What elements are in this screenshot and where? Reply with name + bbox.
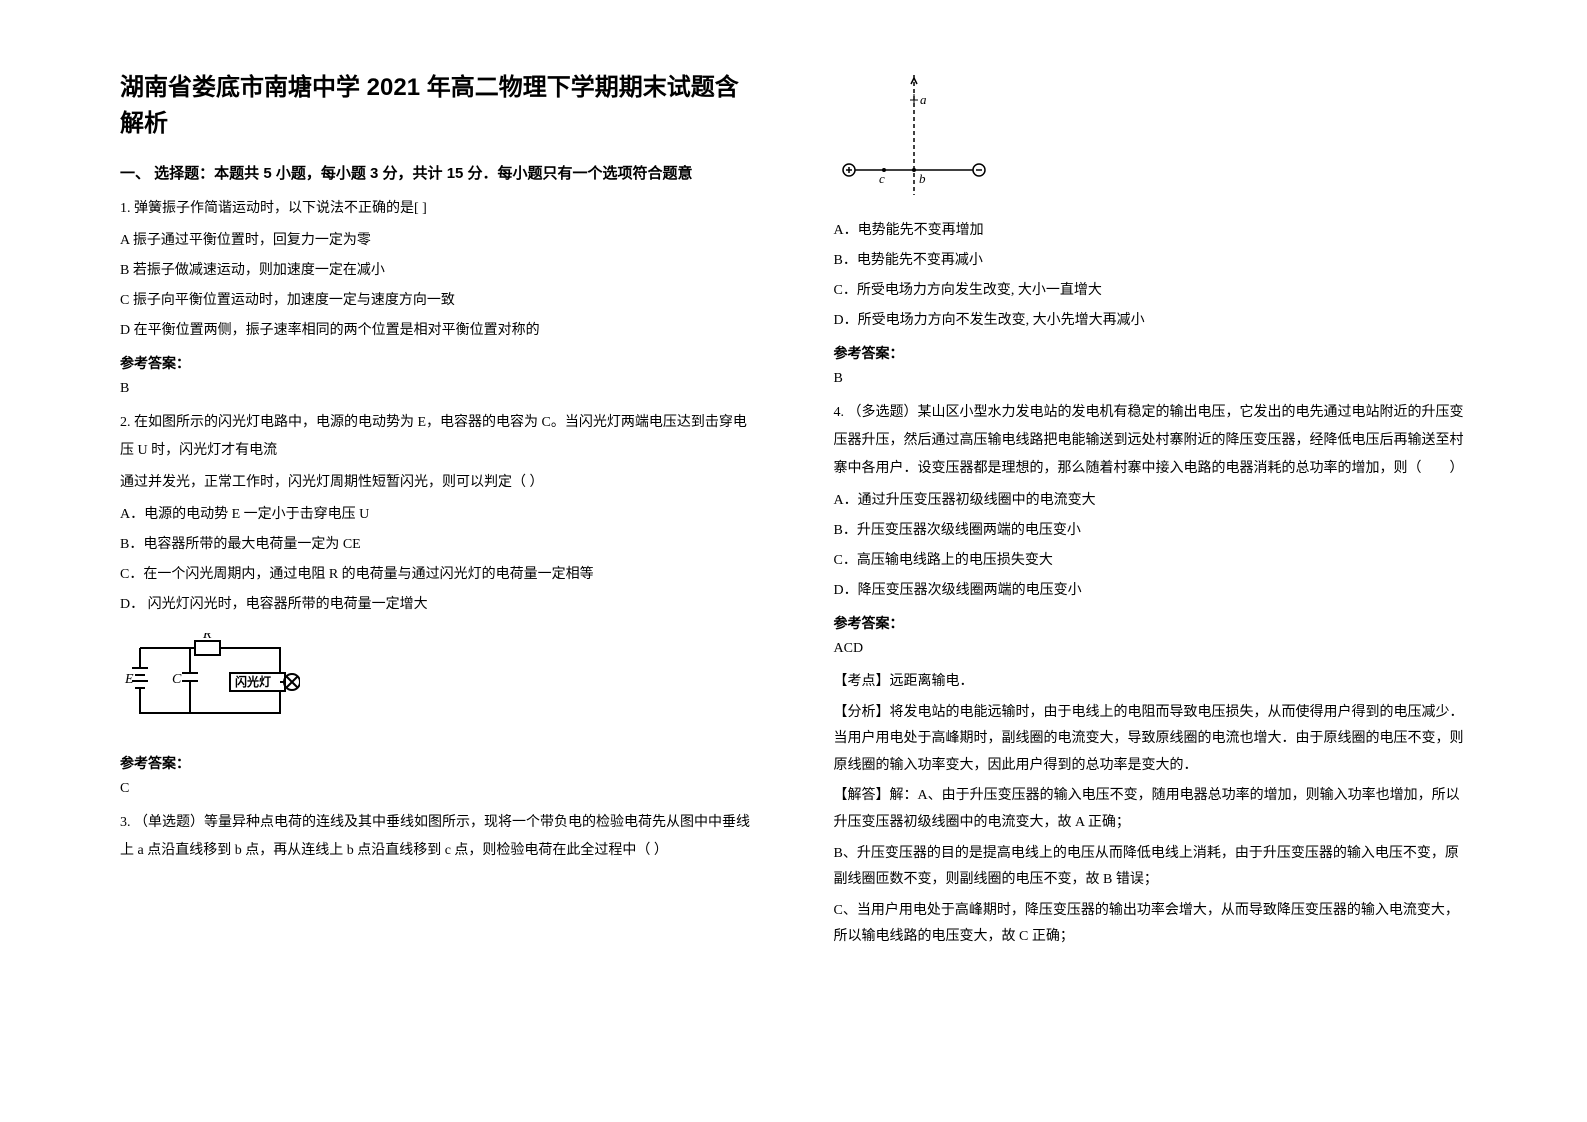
- q2-option-c: C．在一个闪光周期内，通过电阻 R 的电荷量与通过闪光灯的电荷量一定相等: [120, 561, 754, 589]
- q3-option-a: A．电势能先不变再增加: [834, 217, 1468, 245]
- label-C: C: [172, 672, 182, 687]
- q1-option-a: A 振子通过平衡位置时，回复力一定为零: [120, 227, 754, 255]
- q3-option-b: B．电势能先不变再减小: [834, 247, 1468, 275]
- label-E: E: [124, 672, 134, 687]
- q3-answer-label: 参考答案：: [834, 343, 1468, 363]
- q1-option-c: C 振子向平衡位置运动时，加速度一定与速度方向一致: [120, 287, 754, 315]
- circuit-diagram: E C R 闪光灯: [120, 633, 300, 728]
- q4-solve-c: C、当用户用电处于高峰期时，降压变压器的输出功率会增大，从而导致降压变压器的输入…: [834, 898, 1468, 951]
- section-header: 一、 选择题：本题共 5 小题，每小题 3 分，共计 15 分．每小题只有一个选…: [120, 162, 754, 183]
- label-c: c: [879, 171, 885, 186]
- q2-stem2: 通过并发光，正常工作时，闪光灯周期性短暂闪光，则可以判定（ ）: [120, 469, 754, 497]
- q4-stem: 4. （多选题）某山区小型水力发电站的发电机有稳定的输出电压，它发出的电先通过电…: [834, 399, 1468, 483]
- q3-option-d: D．所受电场力方向不发生改变, 大小先增大再减小: [834, 307, 1468, 335]
- q1-option-b: B 若振子做减速运动，则加速度一定在减小: [120, 257, 754, 285]
- q1-stem: 1. 弹簧振子作简谐运动时，以下说法不正确的是[ ]: [120, 195, 754, 223]
- q4-option-d: D．降压变压器次级线圈两端的电压变小: [834, 577, 1468, 605]
- q1-answer-value: B: [120, 381, 754, 397]
- q1-answer-label: 参考答案：: [120, 353, 754, 373]
- q3-stem: 3. （单选题）等量异种点电荷的连线及其中垂线如图所示，现将一个带负电的检验电荷…: [120, 809, 754, 865]
- dipole-diagram: a b c: [834, 70, 1004, 200]
- q4-option-b: B．升压变压器次级线圈两端的电压变小: [834, 517, 1468, 545]
- q2-option-b: B．电容器所带的最大电荷量一定为 CE: [120, 531, 754, 559]
- q2-answer-value: C: [120, 781, 754, 797]
- q4-option-c: C．高压输电线路上的电压损失变大: [834, 547, 1468, 575]
- q2-option-a: A．电源的电动势 E 一定小于击穿电压 U: [120, 501, 754, 529]
- q2-option-d: D． 闪光灯闪光时，电容器所带的电荷量一定增大: [120, 591, 754, 619]
- q4-analysis: 【分析】将发电站的电能远输时，由于电线上的电阻而导致电压损失，从而使得用户得到的…: [834, 700, 1468, 780]
- q4-topic: 【考点】远距离输电．: [834, 669, 1468, 696]
- q2-stem: 2. 在如图所示的闪光灯电路中，电源的电动势为 E，电容器的电容为 C。当闪光灯…: [120, 409, 754, 465]
- q3-answer-value: B: [834, 371, 1468, 387]
- q2-answer-label: 参考答案：: [120, 753, 754, 773]
- label-a: a: [920, 92, 927, 107]
- q4-solve-b: B、升压变压器的目的是提高电线上的电压从而降低电线上消耗，由于升压变压器的输入电…: [834, 841, 1468, 894]
- label-R: R: [202, 633, 212, 642]
- label-b: b: [919, 171, 926, 186]
- page-title: 湖南省娄底市南塘中学 2021 年高二物理下学期期末试题含解析: [120, 70, 754, 142]
- q1-option-d: D 在平衡位置两侧，振子速率相同的两个位置是相对平衡位置对称的: [120, 317, 754, 345]
- q4-solve-a: 【解答】解：A、由于升压变压器的输入电压不变，随用电器总功率的增加，则输入功率也…: [834, 783, 1468, 836]
- q4-option-a: A．通过升压变压器初级线圈中的电流变大: [834, 487, 1468, 515]
- q4-answer-label: 参考答案：: [834, 613, 1468, 633]
- q4-answer-value: ACD: [834, 641, 1468, 657]
- q3-option-c: C．所受电场力方向发生改变, 大小一直增大: [834, 277, 1468, 305]
- label-lamp: 闪光灯: [235, 674, 271, 689]
